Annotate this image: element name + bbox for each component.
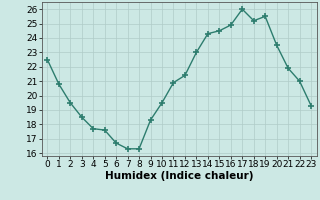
X-axis label: Humidex (Indice chaleur): Humidex (Indice chaleur) (105, 171, 253, 181)
